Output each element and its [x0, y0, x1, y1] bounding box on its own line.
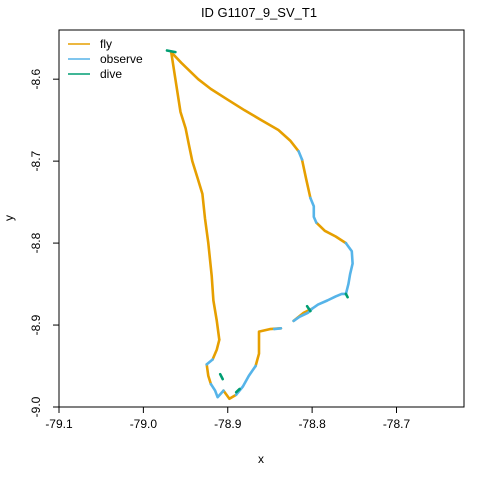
y-tick-label: -8.6 — [29, 69, 43, 90]
legend-label-observe: observe — [100, 52, 143, 66]
legend-label-dive: dive — [100, 67, 122, 81]
track-segment-observe — [211, 384, 224, 397]
legend-label-fly: fly — [100, 37, 112, 51]
track-segment-fly — [256, 328, 281, 366]
series-fly — [171, 52, 346, 399]
series-dive — [167, 51, 348, 393]
x-axis: -79.1 -79.0 -78.9 -78.8 -78.7 — [45, 407, 410, 431]
y-tick-label: -8.9 — [29, 314, 43, 335]
x-tick-label: -78.8 — [298, 417, 326, 431]
y-tick-label: -8.8 — [29, 232, 43, 253]
track-segment-observe — [310, 198, 316, 223]
track-segment-observe — [274, 328, 281, 329]
x-tick-label: -78.9 — [214, 417, 242, 431]
chart-title: ID G1107_9_SV_T1 — [201, 5, 317, 20]
y-tick-label: -9.0 — [29, 396, 43, 417]
track-segment-dive — [167, 51, 175, 53]
track-segment-fly — [224, 391, 237, 399]
track-segment-dive — [220, 374, 223, 379]
plot-frame — [59, 30, 464, 407]
x-tick-label: -79.1 — [45, 417, 73, 431]
track-segment-fly — [302, 160, 310, 199]
track-series — [167, 51, 353, 399]
x-tick-label: -78.7 — [383, 417, 411, 431]
track-segment-fly — [316, 223, 346, 244]
track-segment-fly — [213, 340, 220, 360]
track-segment-dive — [346, 294, 348, 297]
y-axis-label: y — [2, 215, 16, 221]
x-tick-label: -79.0 — [130, 417, 158, 431]
track-segment-fly — [171, 52, 219, 340]
series-observe — [207, 151, 353, 397]
track-segment-fly — [207, 364, 211, 384]
x-axis-label: x — [258, 452, 264, 466]
track-segment-observe — [312, 243, 353, 309]
y-tick-label: -8.7 — [29, 150, 43, 171]
track-segment-observe — [207, 360, 213, 365]
track-segment-observe — [299, 151, 302, 159]
track-segment-fly — [171, 52, 298, 151]
y-axis: -8.6 -8.7 -8.8 -8.9 -9.0 — [29, 69, 59, 418]
